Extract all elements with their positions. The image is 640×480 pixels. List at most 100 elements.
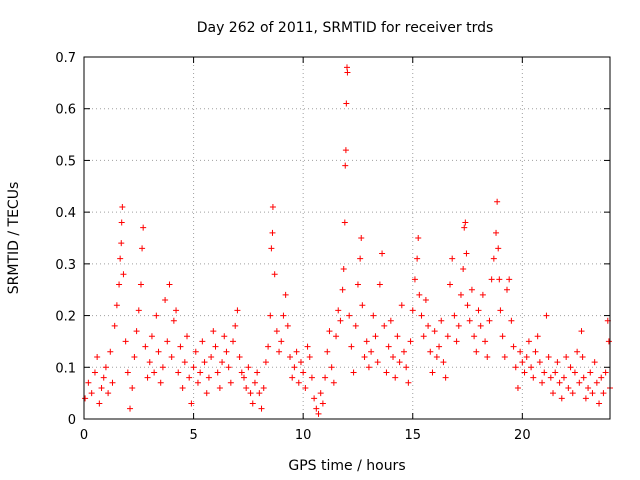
data-point: [460, 266, 467, 273]
data-point: [543, 312, 550, 319]
data-point: [600, 390, 607, 397]
data-point: [190, 364, 197, 371]
data-point: [477, 322, 484, 329]
data-point: [429, 369, 436, 376]
data-point: [541, 369, 548, 376]
data-point: [463, 250, 470, 257]
data-point: [438, 317, 445, 324]
data-point: [512, 364, 519, 371]
data-point: [254, 369, 261, 376]
data-point: [348, 343, 355, 350]
data-point: [293, 348, 300, 355]
data-point: [181, 359, 188, 366]
data-point: [521, 369, 528, 376]
data-point: [173, 307, 180, 314]
data-point: [306, 353, 313, 360]
data-point: [479, 291, 486, 298]
data-point: [547, 374, 554, 381]
data-point: [532, 348, 539, 355]
data-point: [304, 343, 311, 350]
data-point: [552, 369, 559, 376]
data-point: [227, 379, 234, 386]
data-point: [471, 333, 478, 340]
data-point: [139, 245, 146, 252]
x-tick-label: 5: [189, 428, 197, 443]
data-point: [168, 353, 175, 360]
data-point: [587, 369, 594, 376]
data-point: [194, 379, 201, 386]
data-point: [146, 359, 153, 366]
data-point: [468, 286, 475, 293]
data-point: [135, 307, 142, 314]
data-point: [554, 359, 561, 366]
data-point: [436, 343, 443, 350]
data-point: [425, 322, 432, 329]
data-point: [501, 353, 508, 360]
data-point: [363, 338, 370, 345]
data-point: [223, 348, 230, 355]
data-point: [385, 343, 392, 350]
data-point: [197, 369, 204, 376]
data-point: [510, 343, 517, 350]
data-point: [503, 286, 510, 293]
data-point: [578, 328, 585, 335]
data-point: [567, 364, 574, 371]
data-point: [376, 281, 383, 288]
data-point: [276, 348, 283, 355]
data-point: [405, 379, 412, 386]
data-point: [118, 219, 125, 226]
data-point: [462, 219, 469, 226]
data-point: [523, 353, 530, 360]
data-point: [381, 322, 388, 329]
y-tick-label: 0.3: [55, 258, 76, 273]
data-point: [203, 390, 210, 397]
data-point: [390, 353, 397, 360]
data-point: [519, 359, 526, 366]
data-point: [484, 353, 491, 360]
data-point: [539, 379, 546, 386]
data-point: [453, 338, 460, 345]
data-point: [105, 390, 112, 397]
data-point: [598, 374, 605, 381]
data-point: [247, 390, 254, 397]
data-point: [245, 364, 252, 371]
data-point: [328, 364, 335, 371]
data-point: [563, 353, 570, 360]
data-point: [82, 395, 89, 402]
data-point: [558, 395, 565, 402]
x-tick-label: 10: [295, 428, 312, 443]
data-point: [166, 281, 173, 288]
data-point: [94, 353, 101, 360]
data-point: [269, 229, 276, 236]
data-point: [162, 297, 169, 304]
data-point: [383, 369, 390, 376]
data-point: [525, 338, 532, 345]
data-point: [234, 307, 241, 314]
data-point: [396, 359, 403, 366]
data-point: [256, 390, 263, 397]
data-point: [591, 359, 598, 366]
data-point: [221, 333, 228, 340]
data-point: [579, 353, 586, 360]
data-point: [350, 369, 357, 376]
data-point: [273, 328, 280, 335]
data-points: [82, 64, 613, 417]
data-point: [88, 390, 95, 397]
data-point: [343, 100, 350, 107]
data-point: [451, 312, 458, 319]
data-point: [210, 328, 217, 335]
data-point: [153, 312, 160, 319]
data-point: [100, 374, 107, 381]
data-point: [374, 359, 381, 366]
data-point: [192, 348, 199, 355]
data-point: [140, 224, 147, 231]
data-point: [414, 255, 421, 262]
data-point: [495, 245, 502, 252]
data-point: [313, 405, 320, 412]
data-point: [179, 384, 186, 391]
data-point: [186, 374, 193, 381]
data-point: [433, 353, 440, 360]
data-point: [170, 317, 177, 324]
data-point: [411, 276, 418, 283]
data-point: [85, 379, 92, 386]
